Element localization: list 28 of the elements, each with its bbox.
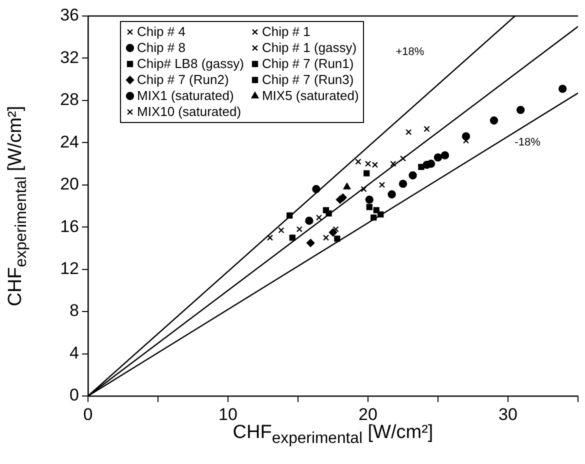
y-tick-label: 16 [60, 216, 79, 236]
legend-label: Chip # 7 (Run1) [262, 56, 354, 72]
x-tick-label: 20 [358, 404, 378, 424]
y-tick-label: 8 [70, 301, 79, 320]
legend-label: MIX5 (saturated) [262, 88, 359, 104]
y-tick-label: 20 [60, 174, 79, 194]
legend-label: Chip # 4 [137, 24, 186, 40]
y-tick-label: 0 [70, 386, 79, 405]
x-tick-label: 0 [83, 404, 93, 424]
y-tick-label: 28 [60, 90, 79, 110]
x-axis-title: CHF$_{experimental}$ [W/cm²] [232, 422, 434, 448]
x-tick-label: 10 [218, 404, 238, 424]
y-tick-label: 12 [60, 259, 79, 278]
legend-label: Chip# LB8 (gassy) [137, 56, 244, 72]
legend-label: Chip # 7 (Run3) [262, 72, 354, 88]
y-tick-label: 32 [60, 48, 79, 67]
x-tick-label: 30 [498, 404, 518, 424]
legend-label: MIX10 (saturated) [137, 104, 242, 120]
legend-label: MIX1 (saturated) [137, 88, 234, 104]
annotation: +18% [396, 46, 424, 58]
legend-label: Chip # 1 (gassy) [262, 40, 357, 56]
y-tick-label: 4 [70, 343, 79, 362]
legend-label: Chip # 7 (Run2) [137, 72, 229, 88]
legend-label: Chip # 8 [137, 40, 186, 56]
y-tick-label: 24 [60, 132, 79, 152]
y-tick-label: 36 [60, 6, 79, 25]
legend-label: Chip # 1 [262, 24, 310, 40]
annotation: -18% [514, 136, 541, 149]
